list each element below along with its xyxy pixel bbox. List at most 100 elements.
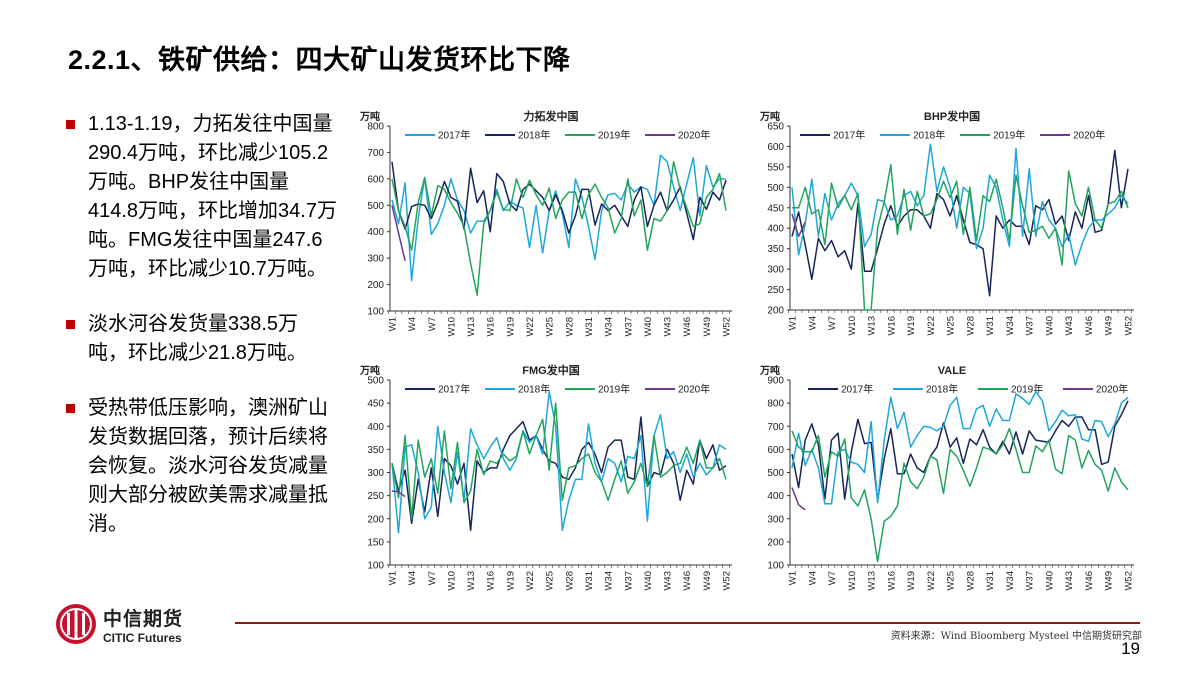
x-tick-label: W37 (1025, 316, 1036, 336)
x-tick-label: W49 (1104, 571, 1115, 591)
x-tick-label: W40 (1044, 571, 1055, 591)
x-tick-label: W40 (643, 317, 654, 337)
footer-divider (235, 622, 1140, 624)
y-unit-label: 万吨 (359, 110, 380, 123)
x-tick-label: W10 (446, 571, 457, 591)
legend-label: 2017年 (438, 129, 470, 142)
x-tick-label: W43 (1064, 316, 1075, 336)
legend-label: 2017年 (841, 383, 873, 396)
x-tick-label: W49 (1104, 316, 1115, 336)
x-tick-label: W7 (827, 316, 838, 330)
y-tick-label: 150 (367, 537, 384, 548)
chart-title: 力拓发中国 (524, 109, 579, 123)
bullet-item: 淡水河谷发货量338.5万吨，环比减少21.8万吨。 (62, 310, 337, 368)
y-unit-label: 万吨 (759, 110, 780, 123)
x-tick-label: W7 (427, 571, 438, 585)
x-tick-label: W22 (525, 317, 536, 337)
logo-text-en: CITIC Futures (103, 630, 182, 645)
x-tick-label: W34 (1005, 316, 1016, 336)
series-line-2019年 (791, 427, 1129, 563)
chart-title: VALE (938, 365, 967, 377)
y-tick-label: 300 (367, 468, 384, 479)
chart-0: 100 200 300 400 500 600 700 800 W1 W4 W7 W10 W13 W16 W… (359, 109, 733, 337)
x-tick-label: W52 (1124, 571, 1135, 591)
x-tick-label: W22 (926, 316, 937, 336)
x-tick-label: W4 (407, 571, 418, 585)
x-tick-label: W25 (545, 317, 556, 337)
x-tick-label: W7 (827, 571, 838, 585)
bullet-item: 受热带低压影响，澳洲矿山发货数据回落，预计后续将会恢复。淡水河谷发货减量则大部分… (62, 394, 337, 539)
x-tick-label: W28 (965, 571, 976, 591)
y-tick-label: 500 (367, 201, 384, 212)
series-line-2019年 (792, 164, 1129, 311)
x-tick-label: W34 (1005, 571, 1016, 591)
legend-label: 2018年 (926, 383, 958, 396)
y-tick-label: 600 (767, 142, 784, 153)
x-tick-label: W46 (1084, 316, 1095, 336)
x-tick-label: W25 (946, 571, 957, 591)
bullet-square-icon (66, 320, 75, 329)
x-tick-label: W1 (388, 317, 399, 331)
legend-label: 2019年 (1011, 383, 1043, 396)
x-tick-label: W16 (486, 317, 497, 337)
x-tick-label: W28 (564, 571, 575, 591)
x-tick-label: W37 (623, 571, 634, 591)
legend-label: 2019年 (993, 129, 1025, 142)
x-tick-label: W19 (906, 571, 917, 591)
x-tick-label: W28 (564, 317, 575, 337)
y-tick-label: 900 (767, 376, 784, 387)
x-tick-label: W37 (623, 317, 634, 337)
y-tick-label: 650 (767, 122, 784, 133)
y-tick-label: 100 (767, 561, 784, 572)
x-tick-label: W25 (545, 571, 556, 591)
x-tick-label: W13 (867, 316, 878, 336)
legend-label: 2020年 (678, 383, 710, 396)
x-tick-label: W25 (946, 316, 957, 336)
y-tick-label: 500 (767, 468, 784, 479)
series-line-2020年 (791, 487, 806, 511)
y-tick-label: 700 (767, 422, 784, 433)
y-tick-label: 400 (767, 224, 784, 235)
y-tick-label: 600 (367, 174, 384, 185)
y-tick-label: 250 (767, 285, 784, 296)
x-tick-label: W43 (663, 571, 674, 591)
bullet-text: 受热带低压影响，澳洲矿山发货数据回落，预计后续将会恢复。淡水河谷发货减量则大部分… (88, 397, 328, 535)
series-line-2017年 (791, 149, 1129, 297)
x-tick-label: W13 (867, 571, 878, 591)
legend-label: 2019年 (598, 383, 630, 396)
bullet-item: 1.13-1.19，力拓发往中国量290.4万吨，环比减少105.2万吨。BHP… (62, 110, 337, 284)
x-tick-label: W13 (466, 317, 477, 337)
y-tick-label: 500 (367, 376, 384, 387)
series-line-2020年 (391, 205, 406, 261)
x-tick-label: W28 (965, 316, 976, 336)
x-tick-label: W31 (584, 317, 595, 337)
citic-logo: 中信期货 CITIC Futures (55, 603, 183, 645)
x-tick-label: W31 (985, 316, 996, 336)
x-tick-label: W7 (427, 317, 438, 331)
x-tick-label: W37 (1025, 571, 1036, 591)
y-tick-label: 700 (367, 148, 384, 159)
legend-label: 2020年 (1073, 129, 1105, 142)
y-tick-label: 600 (767, 445, 784, 456)
x-tick-label: W22 (926, 571, 937, 591)
legend-label: 2017年 (438, 383, 470, 396)
legend-label: 2018年 (913, 129, 945, 142)
x-tick-label: W49 (702, 571, 713, 591)
x-tick-label: W46 (1084, 571, 1095, 591)
chart-3: 100 200 300 400 500 600 700 800 900 W1 W4 W7 W10 W13 W… (759, 364, 1135, 591)
series-line-2018年 (391, 390, 727, 534)
x-tick-label: W1 (388, 571, 399, 585)
y-tick-label: 350 (367, 445, 384, 456)
y-tick-label: 200 (767, 306, 784, 317)
source-note: 资料来源：Wind Bloomberg Mysteel 中信期货研究部 (890, 631, 1142, 642)
x-tick-label: W52 (1124, 316, 1135, 336)
y-tick-label: 400 (767, 491, 784, 502)
legend-label: 2018年 (518, 383, 550, 396)
x-tick-label: W10 (847, 316, 858, 336)
y-tick-label: 300 (767, 265, 784, 276)
x-tick-label: W52 (722, 571, 733, 591)
y-tick-label: 250 (367, 491, 384, 502)
x-tick-label: W31 (584, 571, 595, 591)
y-tick-label: 550 (767, 162, 784, 173)
